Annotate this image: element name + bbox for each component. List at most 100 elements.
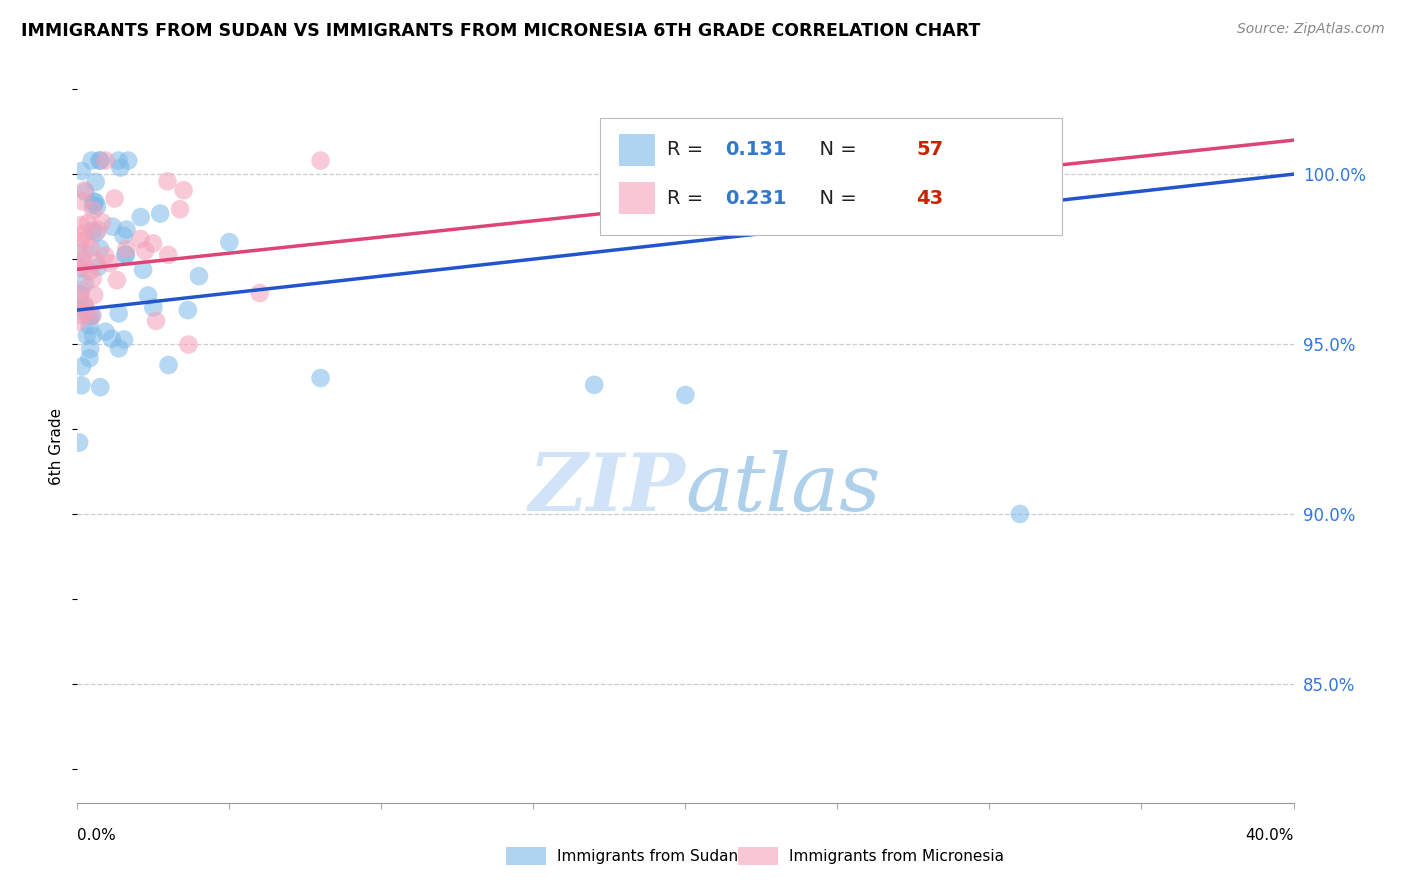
Text: atlas: atlas [686,450,880,527]
Point [134,244,156,258]
Point [76,328,98,343]
Point [83,288,105,302]
Point [70,308,93,322]
Point [173,183,195,197]
Point [89,153,111,168]
Point [142,301,165,315]
Point [67,435,90,450]
Text: 40.0%: 40.0% [1246,828,1294,843]
Point [69,291,91,305]
Point [94,325,117,339]
Point [80,241,103,255]
Point [89,380,111,394]
Text: Immigrants from Micronesia: Immigrants from Micronesia [789,849,1004,863]
Point [249,286,271,301]
Point [70,378,93,392]
Point [218,235,240,249]
Point [73,277,96,291]
Point [73,183,96,197]
Point [86,199,108,213]
Point [76,305,98,319]
Point [110,161,132,175]
Point [80,153,103,168]
Point [87,260,110,274]
Point [583,377,606,392]
Point [100,332,122,346]
Point [70,253,93,268]
Point [80,308,103,322]
FancyBboxPatch shape [600,118,1063,235]
Point [136,288,159,302]
Point [69,235,91,249]
Point [98,256,121,270]
Point [169,202,191,217]
Point [105,273,128,287]
Text: 0.131: 0.131 [725,140,787,160]
Point [67,314,90,328]
Point [107,153,129,168]
Point [145,314,167,328]
Point [129,210,152,224]
Point [77,310,100,324]
Point [979,153,1001,168]
Point [86,255,108,269]
Point [79,318,101,333]
Point [84,195,107,210]
Point [70,359,93,374]
Point [115,248,138,262]
Point [177,303,200,318]
Text: N =: N = [807,189,863,208]
Point [73,298,96,312]
Point [82,198,104,212]
Point [108,341,131,355]
Point [157,358,180,372]
Point [69,261,91,276]
Text: R =: R = [668,189,710,208]
Point [94,153,117,168]
Point [1008,507,1031,521]
Point [79,342,101,356]
Text: Source: ZipAtlas.com: Source: ZipAtlas.com [1237,22,1385,37]
Point [70,302,93,317]
Point [188,269,211,284]
Point [157,248,180,262]
Point [69,283,91,297]
Point [149,206,172,220]
Point [107,306,129,320]
Point [69,287,91,301]
Point [94,249,117,263]
Point [675,388,697,402]
Bar [619,134,655,166]
Point [115,242,138,256]
Point [114,247,136,261]
Text: R =: R = [668,140,710,160]
Point [112,228,135,243]
Point [309,153,332,168]
Point [75,300,97,314]
Text: 0.231: 0.231 [725,189,787,208]
Point [101,219,124,234]
Text: ZIP: ZIP [529,450,686,527]
Point [89,242,111,256]
Point [84,175,107,189]
Point [82,328,104,343]
Point [132,262,155,277]
Point [79,351,101,366]
Point [82,203,104,218]
Point [72,252,94,266]
Point [79,264,101,278]
Point [70,164,93,178]
Point [309,371,332,385]
Text: Immigrants from Sudan: Immigrants from Sudan [557,849,738,863]
Text: 43: 43 [917,189,943,208]
Point [177,337,200,351]
Point [82,309,104,323]
Point [87,223,110,237]
Point [82,271,104,285]
Point [115,222,138,236]
Point [73,234,96,248]
Bar [619,182,655,214]
Point [72,194,94,209]
Point [90,153,112,168]
Point [75,185,97,199]
